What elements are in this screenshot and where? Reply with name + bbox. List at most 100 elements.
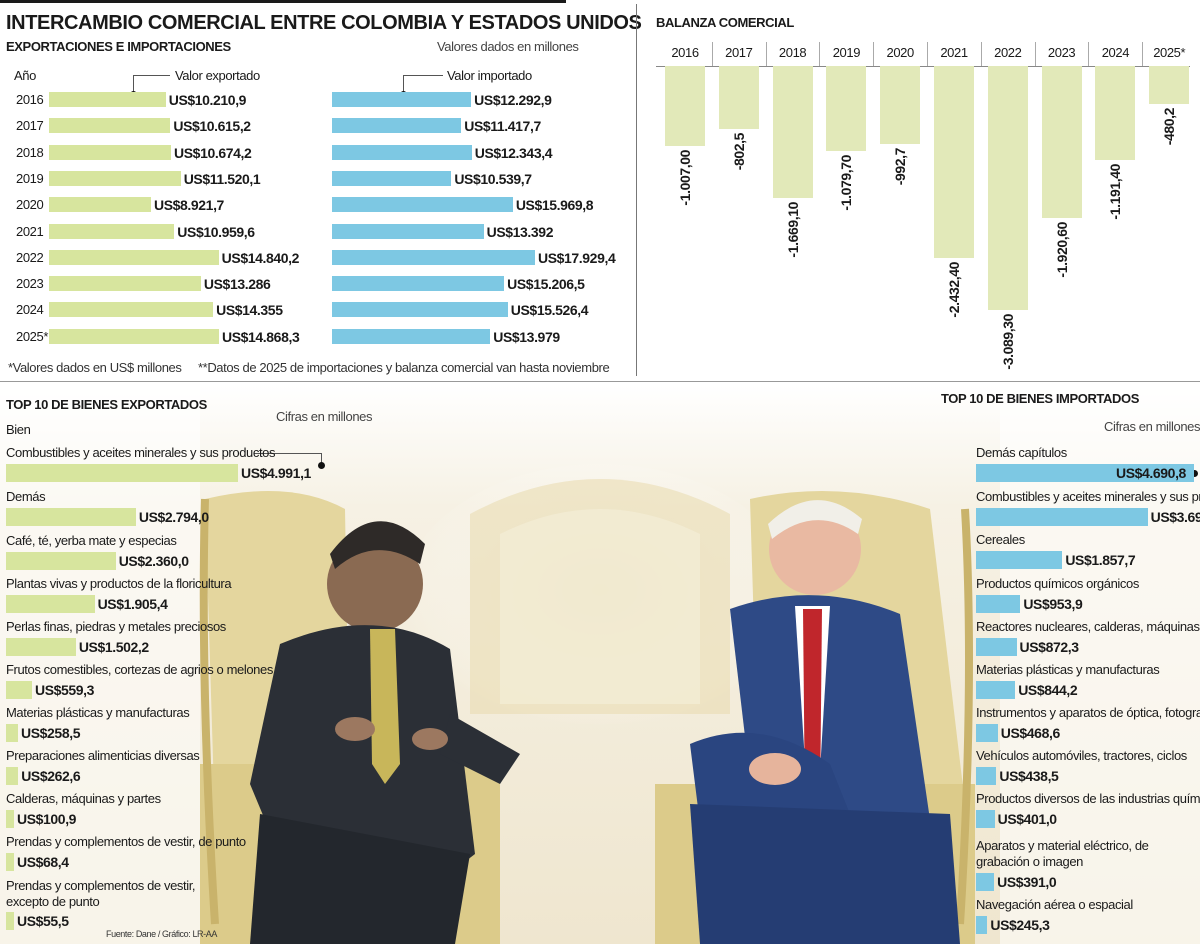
import-good-bar xyxy=(976,681,1016,699)
export-value-label: US$14.355 xyxy=(216,302,283,319)
import-good-label: Reactores nucleares, calderas, máquinas … xyxy=(976,619,1200,634)
import-good-label: Demás capítulos xyxy=(976,445,1067,460)
top-imp-dot xyxy=(1191,470,1198,477)
export-good-label: Combustibles y aceites minerales y sus p… xyxy=(6,445,276,460)
import-bar xyxy=(332,92,472,107)
import-value-label: US$10.539,7 xyxy=(454,170,532,187)
vertical-separator xyxy=(636,4,637,376)
import-bar xyxy=(332,223,484,239)
balanza-title: BALANZA COMERCIAL xyxy=(656,15,794,30)
export-good-value: US$4.991,1 xyxy=(241,465,311,481)
import-value-label: US$11.417,7 xyxy=(464,118,541,135)
export-good-label: Frutos comestibles, cortezas de agrios o… xyxy=(6,662,273,677)
import-value-label: US$15.526,4 xyxy=(510,302,589,319)
footnote-2025: **Datos de 2025 de importaciones y balan… xyxy=(198,360,610,375)
balanza-year-label: 2020 xyxy=(886,45,915,60)
export-value-label: US$10.210,9 xyxy=(168,92,247,108)
import-good-value: US$3.693,5 xyxy=(1150,509,1200,525)
export-good-label: Calderas, máquinas y partes xyxy=(6,791,161,806)
export-good-bar xyxy=(6,595,95,613)
export-good-label: Preparaciones alimenticias diversas xyxy=(6,748,200,763)
import-good-bar xyxy=(976,810,995,828)
export-value-label: US$10.959,6 xyxy=(177,223,255,240)
balanza-value-label: -1.191,40 xyxy=(1107,164,1124,220)
export-good-value: US$2.360,0 xyxy=(118,553,189,569)
import-good-value: US$872,3 xyxy=(1019,639,1079,655)
export-value-label: US$14.840,2 xyxy=(221,249,300,266)
export-good-label: Perlas finas, piedras y metales precioso… xyxy=(6,619,226,634)
balanza-grid-line xyxy=(711,42,713,66)
export-bar xyxy=(49,170,181,186)
import-good-bar xyxy=(976,873,995,891)
export-good-value: US$1.905,4 xyxy=(97,596,168,612)
balanza-value-label: -480,2 xyxy=(1161,107,1178,146)
import-bar xyxy=(332,197,513,213)
export-bar xyxy=(49,144,172,160)
balanza-bar xyxy=(934,66,974,259)
export-value-label: US$10.615,2 xyxy=(173,118,251,135)
year-label: 2018 xyxy=(16,144,44,160)
import-good-label: Materias plásticas y manufacturas xyxy=(976,662,1160,677)
import-good-label: Productos diversos de las industrias quí… xyxy=(976,791,1200,806)
import-good-bar xyxy=(976,508,1148,526)
balanza-bar xyxy=(826,66,867,152)
export-good-label: Prendas y complementos de vestir, except… xyxy=(6,878,196,909)
import-good-label: Combustibles y aceites minerales y sus p… xyxy=(976,489,1200,504)
export-good-value: US$559,3 xyxy=(34,682,95,698)
balanza-value-label: -1.920,60 xyxy=(1053,221,1070,278)
export-good-value: US$100,9 xyxy=(17,811,77,827)
import-good-value: US$953,9 xyxy=(1023,596,1083,612)
import-value-label: US$13.392 xyxy=(486,223,554,240)
import-good-bar xyxy=(976,638,1017,656)
balanza-bar xyxy=(665,66,705,146)
import-value-label: US$13.979 xyxy=(493,328,560,345)
balanza-value-label: -1.007,00 xyxy=(677,149,693,206)
balanza-value-label: -1.669,10 xyxy=(784,201,801,258)
export-good-value: US$1.502,2 xyxy=(78,639,149,655)
export-good-value: US$258,5 xyxy=(21,725,81,741)
import-good-value: US$1.857,7 xyxy=(1065,552,1136,568)
import-value-label: US$12.292,9 xyxy=(474,92,552,108)
export-value-label: US$11.520,1 xyxy=(183,170,261,187)
export-value-label: US$13.286 xyxy=(203,276,271,293)
export-good-bar xyxy=(6,724,19,742)
goods-header: Bien xyxy=(6,422,31,437)
balanza-bar xyxy=(880,66,921,145)
balanza-bar xyxy=(718,66,759,130)
import-good-bar xyxy=(976,767,997,785)
export-bar xyxy=(49,118,171,134)
footnote-units: *Valores dados en US$ millones xyxy=(8,360,182,375)
balanza-year-label: 2023 xyxy=(1047,45,1076,60)
import-value-label: US$15.206,5 xyxy=(507,276,585,293)
balanza-bar xyxy=(1149,66,1190,104)
legend-exp-leader-v xyxy=(133,75,134,95)
balanza-bar xyxy=(772,66,813,198)
balanza-grid-line xyxy=(1142,42,1144,66)
import-value-label: US$12.343,4 xyxy=(474,144,553,161)
export-good-bar xyxy=(6,912,14,930)
legend-imported: Valor importado xyxy=(447,68,532,83)
balanza-year-label: 2016 xyxy=(671,45,699,60)
export-good-bar xyxy=(6,638,76,656)
export-good-value: US$55,5 xyxy=(17,913,69,929)
export-good-value: US$68,4 xyxy=(17,854,69,870)
export-good-value: US$2.794,0 xyxy=(138,509,209,525)
exp-imp-title: EXPORTACIONES E IMPORTACIONES xyxy=(6,39,231,54)
top-rule xyxy=(0,0,566,3)
import-good-bar xyxy=(976,595,1021,613)
year-label: 2021 xyxy=(16,223,44,239)
import-bar xyxy=(332,328,491,344)
balanza-value-label: -3.089,30 xyxy=(999,314,1016,370)
balanza-year-label: 2024 xyxy=(1101,45,1130,60)
export-good-label: Café, té, yerba mate y especias xyxy=(6,533,177,548)
legend-imp-leader-v xyxy=(403,75,404,95)
export-value-label: US$8.921,7 xyxy=(154,197,224,214)
export-bar xyxy=(49,92,166,107)
year-header: Año xyxy=(14,68,36,83)
import-good-value: US$438,5 xyxy=(999,768,1059,784)
balanza-value-label: -802,5 xyxy=(730,133,747,171)
balanza-bar xyxy=(987,66,1028,310)
legend-imp-leader-h xyxy=(403,75,443,76)
import-bar xyxy=(332,249,535,265)
balanza-grid-line xyxy=(1088,42,1090,66)
